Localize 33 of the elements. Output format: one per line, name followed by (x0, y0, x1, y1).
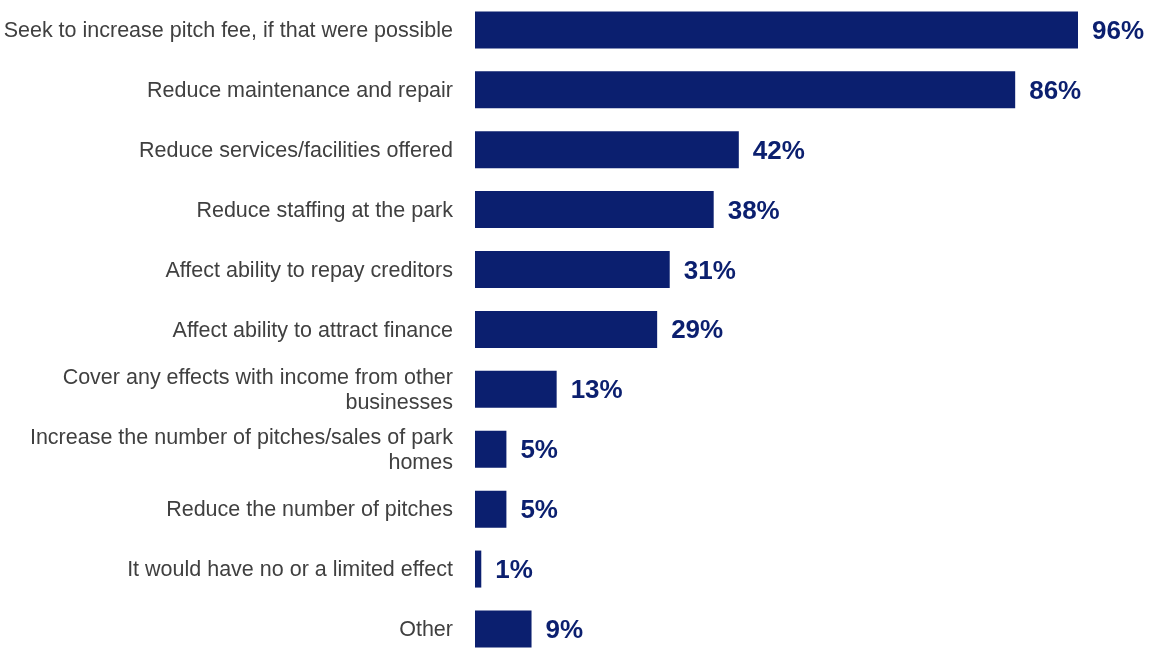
data-label: 13% (570, 374, 623, 405)
data-label: 29% (671, 314, 724, 345)
data-label: 96% (1092, 14, 1145, 45)
y-tick-label: Increase the number of pitches/sales of park homes (29, 424, 454, 474)
bar (475, 251, 670, 289)
y-tick-label: Reduce the number of pitches (166, 497, 453, 522)
bar (475, 370, 557, 408)
data-label: 86% (1029, 74, 1082, 105)
bar (475, 71, 1016, 109)
bar (475, 610, 532, 648)
y-tick-label: Affect ability to attract finance (172, 317, 453, 342)
data-label: 5% (520, 434, 558, 465)
bar (475, 11, 1078, 49)
y-tick-label: Reduce services/facilities offered (139, 137, 453, 162)
data-label: 1% (495, 554, 533, 585)
y-tick-label: Other (399, 617, 453, 642)
bar (475, 131, 739, 169)
data-label: 31% (683, 254, 736, 285)
bar (475, 550, 482, 588)
data-label: 42% (752, 134, 805, 165)
y-tick-label: Affect ability to repay creditors (165, 257, 453, 282)
y-tick-label: Reduce maintenance and repair (147, 77, 453, 102)
y-tick-label: Seek to increase pitch fee, if that were possible (3, 17, 453, 42)
bar (475, 490, 507, 528)
bar (475, 430, 507, 468)
y-tick-label: Reduce staffing at the park (196, 197, 454, 222)
data-label: 5% (520, 494, 558, 525)
bar (475, 310, 658, 348)
data-label: 38% (727, 194, 780, 225)
bar (475, 191, 714, 229)
data-label: 9% (545, 613, 584, 644)
y-tick-label: It would have no or a limited effect (127, 557, 454, 582)
y-tick-label: Cover any effects with income from other businesses (62, 364, 453, 414)
